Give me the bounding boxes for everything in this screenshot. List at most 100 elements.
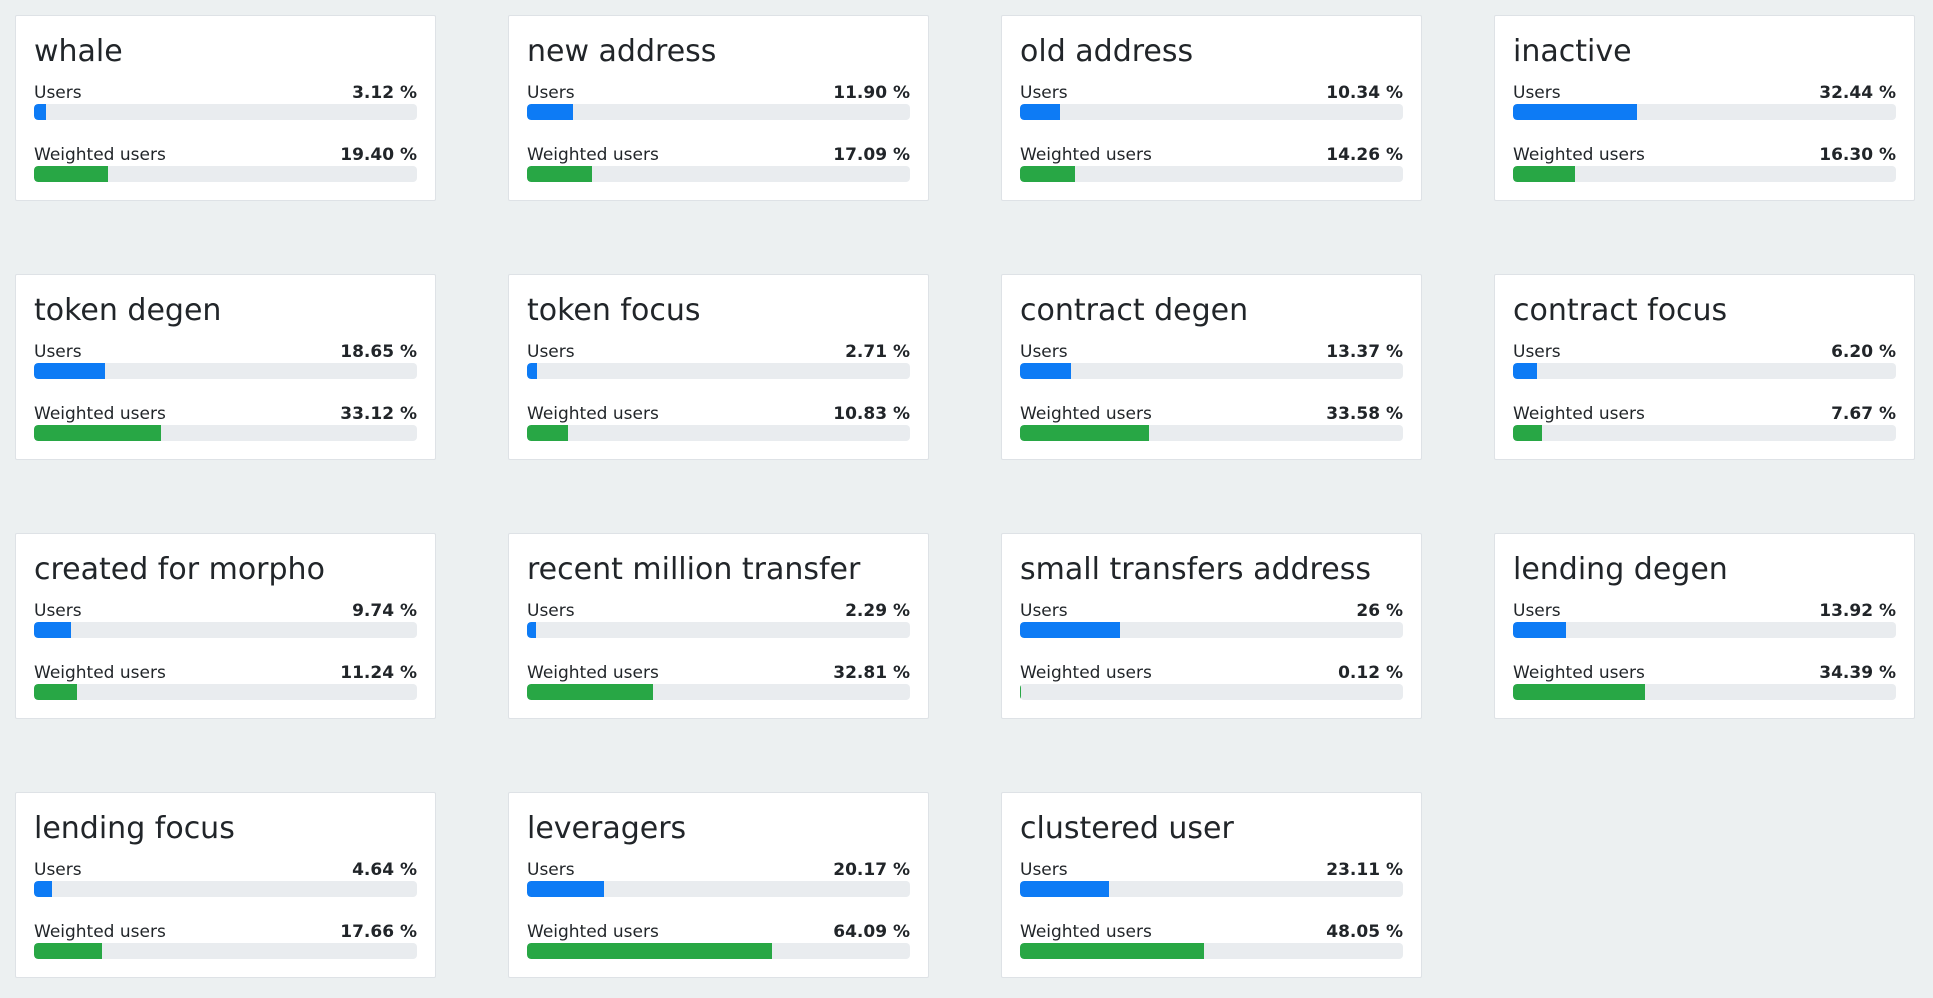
weighted-users-progress-bar	[34, 684, 417, 700]
progress-bar-fill	[1020, 943, 1205, 959]
card-title: small transfers address	[1020, 552, 1371, 587]
users-metric: Users 11.90 %	[527, 83, 910, 123]
card-title: token degen	[34, 293, 222, 328]
users-label: Users	[34, 83, 82, 103]
users-label: Users	[1513, 601, 1561, 621]
weighted-users-metric: Weighted users 7.67 %	[1513, 404, 1896, 444]
progress-bar-fill	[1020, 166, 1075, 182]
category-card: old address Users 10.34 % Weighted users 14.…	[1001, 15, 1422, 201]
users-label: Users	[1020, 83, 1068, 103]
progress-bar-fill	[527, 684, 653, 700]
weighted-users-progress-bar	[527, 684, 910, 700]
progress-bar-fill	[1020, 622, 1120, 638]
progress-bar-fill	[527, 166, 593, 182]
users-progress-bar	[1513, 104, 1896, 120]
users-metric: Users 13.92 %	[1513, 601, 1896, 641]
weighted-users-percent-value: 19.40 %	[340, 145, 417, 165]
weighted-users-metric: Weighted users 16.30 %	[1513, 145, 1896, 185]
users-percent-value: 32.44 %	[1819, 83, 1896, 103]
users-metric: Users 2.71 %	[527, 342, 910, 382]
category-card: created for morpho Users 9.74 % Weighted us…	[15, 533, 436, 719]
weighted-users-percent-value: 7.67 %	[1831, 404, 1896, 424]
weighted-users-label: Weighted users	[1513, 145, 1645, 165]
category-card: inactive Users 32.44 % Weighted users 16.30 …	[1494, 15, 1915, 201]
progress-bar-fill	[34, 425, 161, 441]
card-title: contract degen	[1020, 293, 1249, 328]
card-title: lending degen	[1513, 552, 1728, 587]
users-percent-value: 6.20 %	[1831, 342, 1896, 362]
progress-bar-fill	[1020, 363, 1072, 379]
progress-bar-fill	[1020, 425, 1149, 441]
category-card: contract focus Users 6.20 % Weighted users 7…	[1494, 274, 1915, 460]
users-metric: Users 13.37 %	[1020, 342, 1403, 382]
users-percent-value: 11.90 %	[833, 83, 910, 103]
users-progress-bar	[34, 363, 417, 379]
progress-bar-fill	[34, 363, 106, 379]
weighted-users-progress-bar	[34, 166, 417, 182]
users-metric: Users 6.20 %	[1513, 342, 1896, 382]
weighted-users-label: Weighted users	[527, 663, 659, 683]
users-progress-bar	[1020, 622, 1403, 638]
weighted-users-progress-bar	[1513, 684, 1896, 700]
category-card: leveragers Users 20.17 % Weighted users 64.0…	[508, 792, 929, 978]
weighted-users-percent-value: 34.39 %	[1819, 663, 1896, 683]
weighted-users-label: Weighted users	[34, 663, 166, 683]
weighted-users-percent-value: 17.66 %	[340, 922, 417, 942]
users-progress-bar	[527, 622, 910, 638]
category-card: lending focus Users 4.64 % Weighted users 17…	[15, 792, 436, 978]
users-label: Users	[1020, 601, 1068, 621]
users-label: Users	[34, 860, 82, 880]
users-percent-value: 10.34 %	[1326, 83, 1403, 103]
progress-bar-fill	[34, 684, 78, 700]
users-percent-value: 4.64 %	[352, 860, 417, 880]
weighted-users-percent-value: 11.24 %	[340, 663, 417, 683]
card-title: created for morpho	[34, 552, 325, 587]
users-percent-value: 3.12 %	[352, 83, 417, 103]
progress-bar-fill	[1513, 363, 1537, 379]
progress-bar-fill	[1513, 622, 1567, 638]
users-metric: Users 23.11 %	[1020, 860, 1403, 900]
users-progress-bar	[34, 104, 417, 120]
progress-bar-fill	[527, 622, 536, 638]
users-metric: Users 26 %	[1020, 601, 1403, 641]
weighted-users-metric: Weighted users 48.05 %	[1020, 922, 1403, 962]
users-progress-bar	[1513, 363, 1896, 379]
weighted-users-percent-value: 32.81 %	[833, 663, 910, 683]
users-percent-value: 13.92 %	[1819, 601, 1896, 621]
weighted-users-label: Weighted users	[1020, 404, 1152, 424]
users-percent-value: 2.29 %	[845, 601, 910, 621]
users-metric: Users 32.44 %	[1513, 83, 1896, 123]
users-metric: Users 18.65 %	[34, 342, 417, 382]
weighted-users-metric: Weighted users 17.09 %	[527, 145, 910, 185]
users-metric: Users 20.17 %	[527, 860, 910, 900]
weighted-users-label: Weighted users	[527, 922, 659, 942]
progress-bar-fill	[1513, 684, 1645, 700]
category-card: clustered user Users 23.11 % Weighted users…	[1001, 792, 1422, 978]
weighted-users-label: Weighted users	[527, 404, 659, 424]
category-card: lending degen Users 13.92 % Weighted users 3…	[1494, 533, 1915, 719]
users-metric: Users 9.74 %	[34, 601, 417, 641]
weighted-users-progress-bar	[527, 943, 910, 959]
progress-bar-fill	[1513, 425, 1543, 441]
weighted-users-label: Weighted users	[1020, 922, 1152, 942]
card-title: clustered user	[1020, 811, 1234, 846]
progress-bar-fill	[34, 166, 109, 182]
users-label: Users	[1020, 342, 1068, 362]
users-label: Users	[34, 601, 82, 621]
weighted-users-metric: Weighted users 10.83 %	[527, 404, 910, 444]
progress-bar-fill	[527, 425, 569, 441]
progress-bar-fill	[34, 622, 72, 638]
users-label: Users	[1513, 83, 1561, 103]
weighted-users-metric: Weighted users 33.58 %	[1020, 404, 1403, 444]
card-title: new address	[527, 34, 717, 69]
users-progress-bar	[527, 363, 910, 379]
users-label: Users	[1513, 342, 1561, 362]
users-label: Users	[527, 860, 575, 880]
users-progress-bar	[34, 622, 417, 638]
weighted-users-label: Weighted users	[34, 922, 166, 942]
users-percent-value: 23.11 %	[1326, 860, 1403, 880]
weighted-users-progress-bar	[527, 166, 910, 182]
weighted-users-percent-value: 0.12 %	[1338, 663, 1403, 683]
progress-bar-fill	[527, 104, 573, 120]
weighted-users-percent-value: 33.58 %	[1326, 404, 1403, 424]
